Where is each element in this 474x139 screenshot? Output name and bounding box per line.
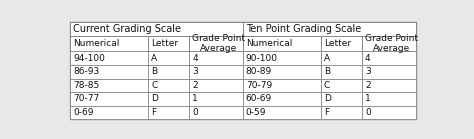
Bar bbox=[190, 51, 243, 65]
Text: Numerical: Numerical bbox=[246, 39, 292, 48]
Bar bbox=[243, 51, 321, 65]
Text: 94-100: 94-100 bbox=[73, 54, 105, 63]
Text: D: D bbox=[324, 95, 330, 103]
Text: 2: 2 bbox=[192, 81, 198, 90]
Bar bbox=[321, 79, 362, 92]
Text: Numerical: Numerical bbox=[73, 39, 119, 48]
Text: 0: 0 bbox=[192, 108, 198, 117]
Bar bbox=[148, 106, 190, 119]
Bar bbox=[243, 92, 321, 106]
Text: F: F bbox=[324, 108, 329, 117]
Bar bbox=[190, 79, 243, 92]
Bar bbox=[70, 36, 148, 51]
Text: 4: 4 bbox=[192, 54, 198, 63]
Bar bbox=[70, 22, 243, 36]
Text: F: F bbox=[151, 108, 156, 117]
Text: 0-69: 0-69 bbox=[73, 108, 94, 117]
Text: 70-79: 70-79 bbox=[246, 81, 272, 90]
Bar bbox=[190, 106, 243, 119]
Text: 0: 0 bbox=[365, 108, 371, 117]
Text: C: C bbox=[324, 81, 330, 90]
Text: B: B bbox=[324, 67, 330, 76]
Bar bbox=[148, 79, 190, 92]
Bar bbox=[148, 65, 190, 79]
Text: 1: 1 bbox=[192, 95, 198, 103]
Bar bbox=[321, 106, 362, 119]
Bar bbox=[70, 92, 148, 106]
Text: 78-85: 78-85 bbox=[73, 81, 100, 90]
Text: Ten Point Grading Scale: Ten Point Grading Scale bbox=[246, 24, 361, 34]
Bar bbox=[362, 92, 416, 106]
Text: 2: 2 bbox=[365, 81, 371, 90]
Bar bbox=[243, 65, 321, 79]
Bar bbox=[243, 36, 321, 51]
Text: 3: 3 bbox=[192, 67, 198, 76]
Text: A: A bbox=[151, 54, 157, 63]
Text: D: D bbox=[151, 95, 158, 103]
Text: 90-100: 90-100 bbox=[246, 54, 278, 63]
Text: 86-93: 86-93 bbox=[73, 67, 100, 76]
Text: Grade Point
Average: Grade Point Average bbox=[192, 34, 246, 53]
Bar bbox=[362, 51, 416, 65]
Bar bbox=[321, 65, 362, 79]
Text: B: B bbox=[151, 67, 157, 76]
Bar bbox=[70, 51, 148, 65]
Text: Letter: Letter bbox=[324, 39, 351, 48]
Bar bbox=[70, 65, 148, 79]
Bar bbox=[362, 36, 416, 51]
Bar bbox=[243, 79, 321, 92]
Bar bbox=[148, 51, 190, 65]
Bar bbox=[321, 92, 362, 106]
Text: Grade Point
Average: Grade Point Average bbox=[365, 34, 418, 53]
Text: 1: 1 bbox=[365, 95, 371, 103]
Text: Current Grading Scale: Current Grading Scale bbox=[73, 24, 181, 34]
Text: A: A bbox=[324, 54, 330, 63]
Text: 3: 3 bbox=[365, 67, 371, 76]
Bar bbox=[243, 106, 321, 119]
Bar bbox=[148, 92, 190, 106]
Bar bbox=[362, 79, 416, 92]
Text: 60-69: 60-69 bbox=[246, 95, 272, 103]
Bar bbox=[321, 36, 362, 51]
Bar bbox=[148, 36, 190, 51]
Text: 4: 4 bbox=[365, 54, 371, 63]
Bar bbox=[70, 79, 148, 92]
Text: 80-89: 80-89 bbox=[246, 67, 272, 76]
Bar bbox=[362, 65, 416, 79]
Bar bbox=[190, 36, 243, 51]
Text: 0-59: 0-59 bbox=[246, 108, 266, 117]
Bar bbox=[362, 106, 416, 119]
Bar bbox=[321, 51, 362, 65]
Text: C: C bbox=[151, 81, 157, 90]
Text: Letter: Letter bbox=[151, 39, 178, 48]
Bar bbox=[190, 92, 243, 106]
Bar bbox=[243, 22, 416, 36]
Bar bbox=[190, 65, 243, 79]
Text: 70-77: 70-77 bbox=[73, 95, 100, 103]
Bar bbox=[70, 106, 148, 119]
